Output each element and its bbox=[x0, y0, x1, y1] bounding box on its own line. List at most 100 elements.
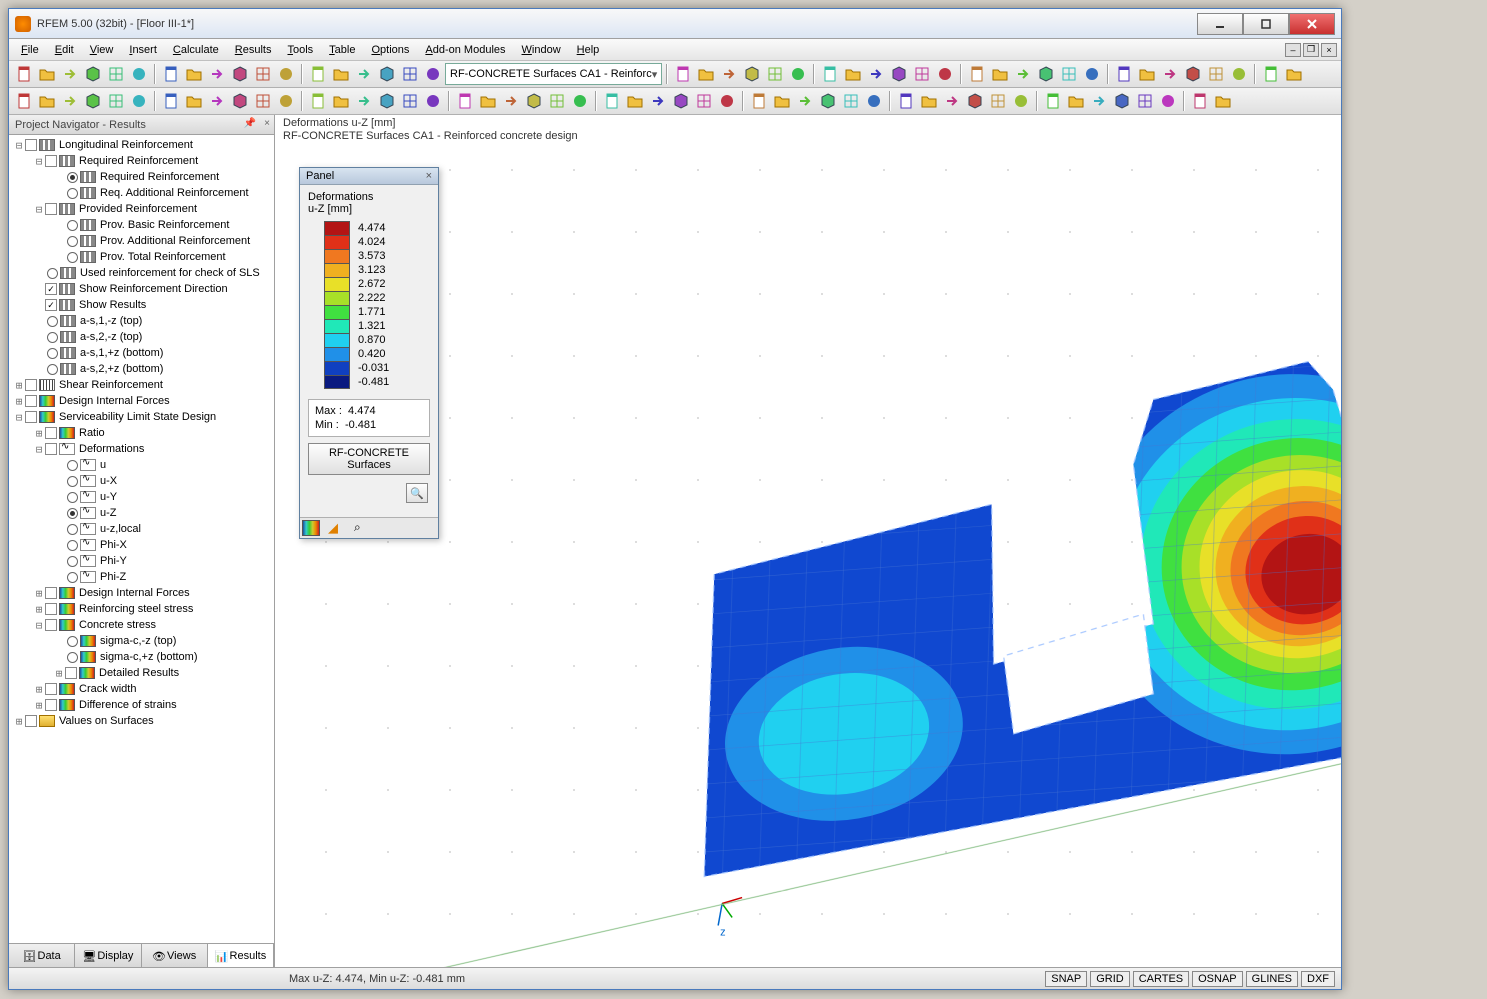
tree-item[interactable]: ⊟Concrete stress bbox=[9, 617, 274, 633]
toolbar-button[interactable] bbox=[888, 63, 910, 85]
tree-item[interactable]: u-Y bbox=[9, 489, 274, 505]
tree-item[interactable]: ⊞Reinforcing steel stress bbox=[9, 601, 274, 617]
tree-item[interactable]: ⊞Shear Reinforcement bbox=[9, 377, 274, 393]
toolbar-button[interactable] bbox=[718, 63, 740, 85]
tree-item[interactable]: Phi-Z bbox=[9, 569, 274, 585]
toolbar-button[interactable] bbox=[771, 90, 793, 112]
toolbar-button[interactable] bbox=[1035, 63, 1057, 85]
menu-view[interactable]: View bbox=[82, 42, 122, 58]
status-toggle-snap[interactable]: SNAP bbox=[1045, 971, 1087, 987]
nav-tab-data[interactable]: 🗄Data bbox=[9, 944, 75, 967]
toolbar-button[interactable] bbox=[376, 63, 398, 85]
toolbar-button[interactable] bbox=[1182, 63, 1204, 85]
toolbar-button[interactable] bbox=[229, 63, 251, 85]
results-combo[interactable]: RF-CONCRETE Surfaces CA1 - Reinforc▾ bbox=[445, 63, 662, 85]
toolbar-button[interactable] bbox=[36, 63, 58, 85]
tree-item[interactable]: ⊞Detailed Results bbox=[9, 665, 274, 681]
toolbar-button[interactable] bbox=[787, 63, 809, 85]
toolbar-button[interactable] bbox=[160, 63, 182, 85]
tree-item[interactable]: a-s,2,+z (bottom) bbox=[9, 361, 274, 377]
menu-help[interactable]: Help bbox=[569, 42, 608, 58]
toolbar-button[interactable] bbox=[399, 90, 421, 112]
tree-item[interactable]: ⊞Crack width bbox=[9, 681, 274, 697]
tree-item[interactable]: u bbox=[9, 457, 274, 473]
menu-results[interactable]: Results bbox=[227, 42, 280, 58]
toolbar-button[interactable] bbox=[252, 63, 274, 85]
toolbar-button[interactable] bbox=[1065, 90, 1087, 112]
toolbar-button[interactable] bbox=[1081, 63, 1103, 85]
toolbar-button[interactable] bbox=[183, 63, 205, 85]
tree-item[interactable]: ✓Show Results bbox=[9, 297, 274, 313]
toolbar-button[interactable] bbox=[82, 90, 104, 112]
toolbar-button[interactable] bbox=[624, 90, 646, 112]
toolbar-button[interactable] bbox=[128, 90, 150, 112]
status-toggle-cartes[interactable]: CARTES bbox=[1133, 971, 1189, 987]
toolbar-button[interactable] bbox=[183, 90, 205, 112]
toolbar-button[interactable] bbox=[863, 90, 885, 112]
toolbar-button[interactable] bbox=[647, 90, 669, 112]
toolbar-button[interactable] bbox=[569, 90, 591, 112]
toolbar-button[interactable] bbox=[36, 90, 58, 112]
toolbar-button[interactable] bbox=[865, 63, 887, 85]
toolbar-button[interactable] bbox=[376, 90, 398, 112]
toolbar-button[interactable] bbox=[330, 63, 352, 85]
status-toggle-dxf[interactable]: DXF bbox=[1301, 971, 1335, 987]
toolbar-button[interactable] bbox=[1010, 90, 1032, 112]
menu-add-on-modules[interactable]: Add-on Modules bbox=[417, 42, 513, 58]
nav-tab-results[interactable]: 📊Results bbox=[208, 944, 274, 967]
tree-item[interactable]: Phi-X bbox=[9, 537, 274, 553]
toolbar-button[interactable] bbox=[307, 63, 329, 85]
tree-item[interactable]: ⊟Serviceability Limit State Design bbox=[9, 409, 274, 425]
toolbar-button[interactable] bbox=[206, 90, 228, 112]
toolbar-button[interactable] bbox=[275, 90, 297, 112]
viewport[interactable]: z Deformations u-Z [mm] RF-CONCRETE Surf… bbox=[275, 115, 1341, 967]
toolbar-button[interactable] bbox=[1212, 90, 1234, 112]
pin-icon[interactable]: 📌 bbox=[244, 118, 256, 129]
menu-tools[interactable]: Tools bbox=[279, 42, 321, 58]
toolbar-button[interactable] bbox=[13, 90, 35, 112]
toolbar-button[interactable] bbox=[307, 90, 329, 112]
toolbar-button[interactable] bbox=[819, 63, 841, 85]
toolbar-button[interactable] bbox=[895, 90, 917, 112]
tree-item[interactable]: u-X bbox=[9, 473, 274, 489]
tree-item[interactable]: u-z,local bbox=[9, 521, 274, 537]
toolbar-button[interactable] bbox=[764, 63, 786, 85]
toolbar-button[interactable] bbox=[672, 63, 694, 85]
status-toggle-glines[interactable]: GLINES bbox=[1246, 971, 1298, 987]
status-toggle-osnap[interactable]: OSNAP bbox=[1192, 971, 1243, 987]
tree-item[interactable]: sigma-c,-z (top) bbox=[9, 633, 274, 649]
toolbar-button[interactable] bbox=[422, 63, 444, 85]
toolbar-button[interactable] bbox=[105, 63, 127, 85]
toolbar-button[interactable] bbox=[1113, 63, 1135, 85]
tree-item[interactable]: Prov. Additional Reinforcement bbox=[9, 233, 274, 249]
factor-tab-icon[interactable]: ◢ bbox=[328, 520, 346, 536]
toolbar-button[interactable] bbox=[716, 90, 738, 112]
toolbar-button[interactable] bbox=[840, 90, 862, 112]
toolbar-button[interactable] bbox=[1159, 63, 1181, 85]
tree-item[interactable]: ⊞Values on Surfaces bbox=[9, 713, 274, 729]
toolbar-button[interactable] bbox=[229, 90, 251, 112]
toolbar-button[interactable] bbox=[817, 90, 839, 112]
toolbar-button[interactable] bbox=[748, 90, 770, 112]
toolbar-button[interactable] bbox=[987, 90, 1009, 112]
toolbar-button[interactable] bbox=[454, 90, 476, 112]
toolbar-button[interactable] bbox=[523, 90, 545, 112]
nav-tab-views[interactable]: 👁Views bbox=[142, 944, 208, 967]
tree-item[interactable]: Prov. Total Reinforcement bbox=[9, 249, 274, 265]
maximize-button[interactable] bbox=[1243, 13, 1289, 35]
tree-item[interactable]: ⊞Ratio bbox=[9, 425, 274, 441]
toolbar-button[interactable] bbox=[500, 90, 522, 112]
toolbar-button[interactable] bbox=[399, 63, 421, 85]
toolbar-button[interactable] bbox=[105, 90, 127, 112]
filter-tab-icon[interactable]: ⌕ bbox=[354, 520, 372, 536]
tree-item[interactable]: Used reinforcement for check of SLS bbox=[9, 265, 274, 281]
toolbar-button[interactable] bbox=[1157, 90, 1179, 112]
panel-close-icon[interactable]: × bbox=[426, 170, 432, 182]
menu-calculate[interactable]: Calculate bbox=[165, 42, 227, 58]
toolbar-button[interactable] bbox=[477, 90, 499, 112]
toolbar-button[interactable] bbox=[989, 63, 1011, 85]
toolbar-button[interactable] bbox=[842, 63, 864, 85]
palette-tab-icon[interactable] bbox=[302, 520, 320, 536]
toolbar-button[interactable] bbox=[941, 90, 963, 112]
toolbar-button[interactable] bbox=[252, 90, 274, 112]
